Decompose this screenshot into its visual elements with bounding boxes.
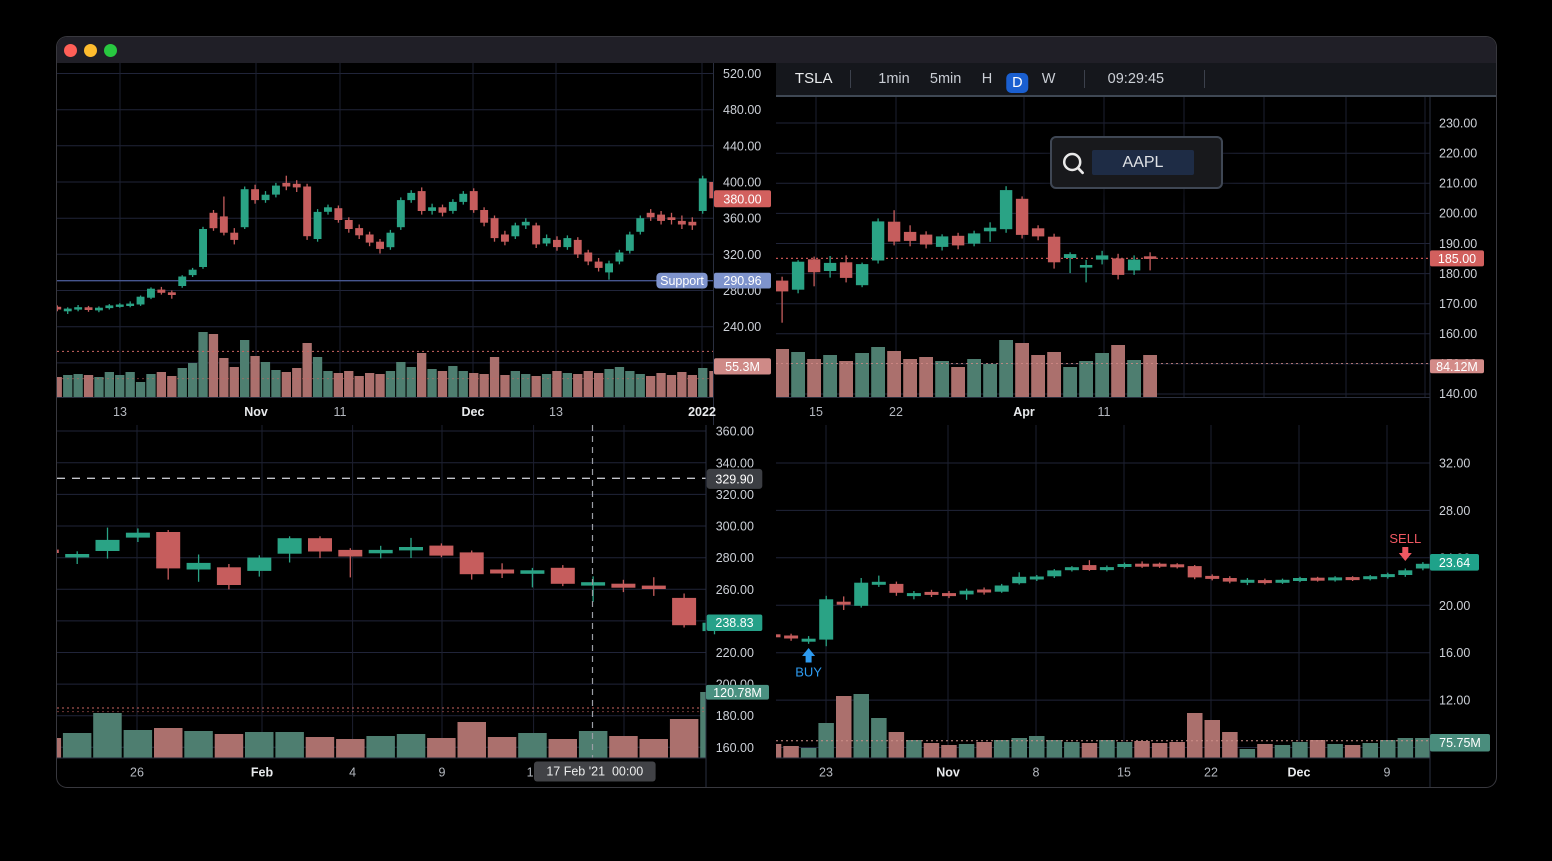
svg-text:23: 23 bbox=[819, 766, 833, 780]
svg-text:55.3M: 55.3M bbox=[725, 360, 760, 374]
svg-text:120.78M: 120.78M bbox=[713, 686, 762, 700]
svg-text:13: 13 bbox=[549, 405, 563, 419]
svg-text:17 Feb '21 00:00: 17 Feb '21 00:00 bbox=[546, 765, 643, 779]
svg-text:320.00: 320.00 bbox=[723, 248, 761, 262]
svg-text:11: 11 bbox=[334, 405, 347, 419]
svg-text:240.00: 240.00 bbox=[723, 320, 761, 334]
svg-text:Dec: Dec bbox=[462, 405, 485, 419]
svg-text:238.83: 238.83 bbox=[715, 616, 753, 630]
svg-text:23.64: 23.64 bbox=[1439, 556, 1470, 570]
svg-text:340.00: 340.00 bbox=[716, 456, 754, 470]
svg-text:32.00: 32.00 bbox=[1439, 457, 1470, 471]
svg-text:190.00: 190.00 bbox=[1439, 237, 1477, 251]
svg-text:SELL: SELL bbox=[1389, 531, 1421, 546]
svg-text:Feb: Feb bbox=[251, 766, 274, 780]
svg-text:13: 13 bbox=[113, 405, 127, 419]
svg-text:28.00: 28.00 bbox=[1439, 504, 1470, 518]
svg-text:15: 15 bbox=[809, 405, 823, 419]
svg-text:20.00: 20.00 bbox=[1439, 599, 1470, 613]
svg-text:280.00: 280.00 bbox=[716, 551, 754, 565]
svg-text:Nov: Nov bbox=[936, 766, 960, 780]
svg-text:Apr: Apr bbox=[1013, 405, 1035, 419]
svg-text:260.00: 260.00 bbox=[716, 583, 754, 597]
svg-text:8: 8 bbox=[1033, 766, 1040, 780]
svg-text:160.00: 160.00 bbox=[716, 741, 754, 755]
svg-text:329.90: 329.90 bbox=[715, 472, 753, 486]
svg-text:4: 4 bbox=[349, 766, 356, 780]
svg-text:9: 9 bbox=[439, 766, 446, 780]
svg-text:160.00: 160.00 bbox=[1439, 327, 1477, 341]
svg-text:22: 22 bbox=[1204, 766, 1218, 780]
svg-text:26: 26 bbox=[130, 766, 144, 780]
svg-text:9: 9 bbox=[1384, 766, 1391, 780]
svg-text:12.00: 12.00 bbox=[1439, 694, 1470, 708]
svg-text:22: 22 bbox=[889, 405, 903, 419]
svg-text:Support: Support bbox=[660, 274, 704, 288]
svg-text:440.00: 440.00 bbox=[723, 139, 761, 153]
svg-text:520.00: 520.00 bbox=[723, 67, 761, 81]
svg-text:380.00: 380.00 bbox=[723, 192, 761, 206]
svg-text:200.00: 200.00 bbox=[1439, 207, 1477, 221]
svg-text:84.12M: 84.12M bbox=[1436, 360, 1478, 374]
svg-text:BUY: BUY bbox=[795, 665, 822, 680]
svg-text:300.00: 300.00 bbox=[716, 520, 754, 534]
svg-text:15: 15 bbox=[1117, 766, 1131, 780]
svg-text:180.00: 180.00 bbox=[716, 709, 754, 723]
svg-text:11: 11 bbox=[1098, 405, 1111, 419]
svg-text:170.00: 170.00 bbox=[1439, 297, 1477, 311]
svg-text:230.00: 230.00 bbox=[1439, 117, 1477, 131]
svg-text:140.00: 140.00 bbox=[1439, 387, 1477, 401]
svg-text:210.00: 210.00 bbox=[1439, 177, 1477, 191]
svg-text:400.00: 400.00 bbox=[723, 176, 761, 190]
svg-text:Dec: Dec bbox=[1288, 766, 1311, 780]
svg-text:180.00: 180.00 bbox=[1439, 267, 1477, 281]
svg-text:Nov: Nov bbox=[244, 405, 268, 419]
svg-text:185.00: 185.00 bbox=[1438, 252, 1476, 266]
svg-text:16.00: 16.00 bbox=[1439, 646, 1470, 660]
svg-text:75.75M: 75.75M bbox=[1439, 736, 1481, 750]
svg-text:360.00: 360.00 bbox=[716, 425, 754, 439]
svg-text:290.96: 290.96 bbox=[723, 274, 761, 288]
svg-text:480.00: 480.00 bbox=[723, 103, 761, 117]
svg-text:320.00: 320.00 bbox=[716, 488, 754, 502]
svg-text:2022: 2022 bbox=[688, 405, 716, 419]
svg-text:360.00: 360.00 bbox=[723, 212, 761, 226]
svg-text:220.00: 220.00 bbox=[1439, 147, 1477, 161]
svg-text:220.00: 220.00 bbox=[716, 646, 754, 660]
